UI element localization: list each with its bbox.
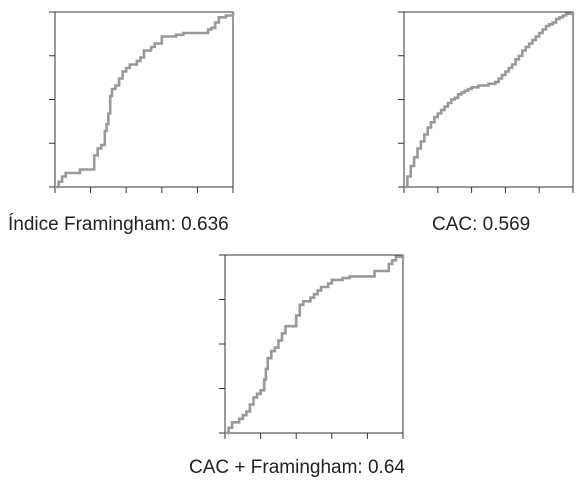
plot-frame-cac-framingham [224,254,404,434]
roc-curve-framingham [55,12,235,189]
caption-framingham: Índice Framingham: 0.636 [8,214,229,235]
plot-frame-cac [403,11,574,188]
caption-cac: CAC: 0.569 [432,214,531,235]
roc-curve-cac [404,12,575,189]
caption-cac-framingham: CAC + Framingham: 0.64 [189,457,405,478]
plot-frame-framingham [54,11,234,188]
roc-curve-cac-framingham [225,255,405,435]
